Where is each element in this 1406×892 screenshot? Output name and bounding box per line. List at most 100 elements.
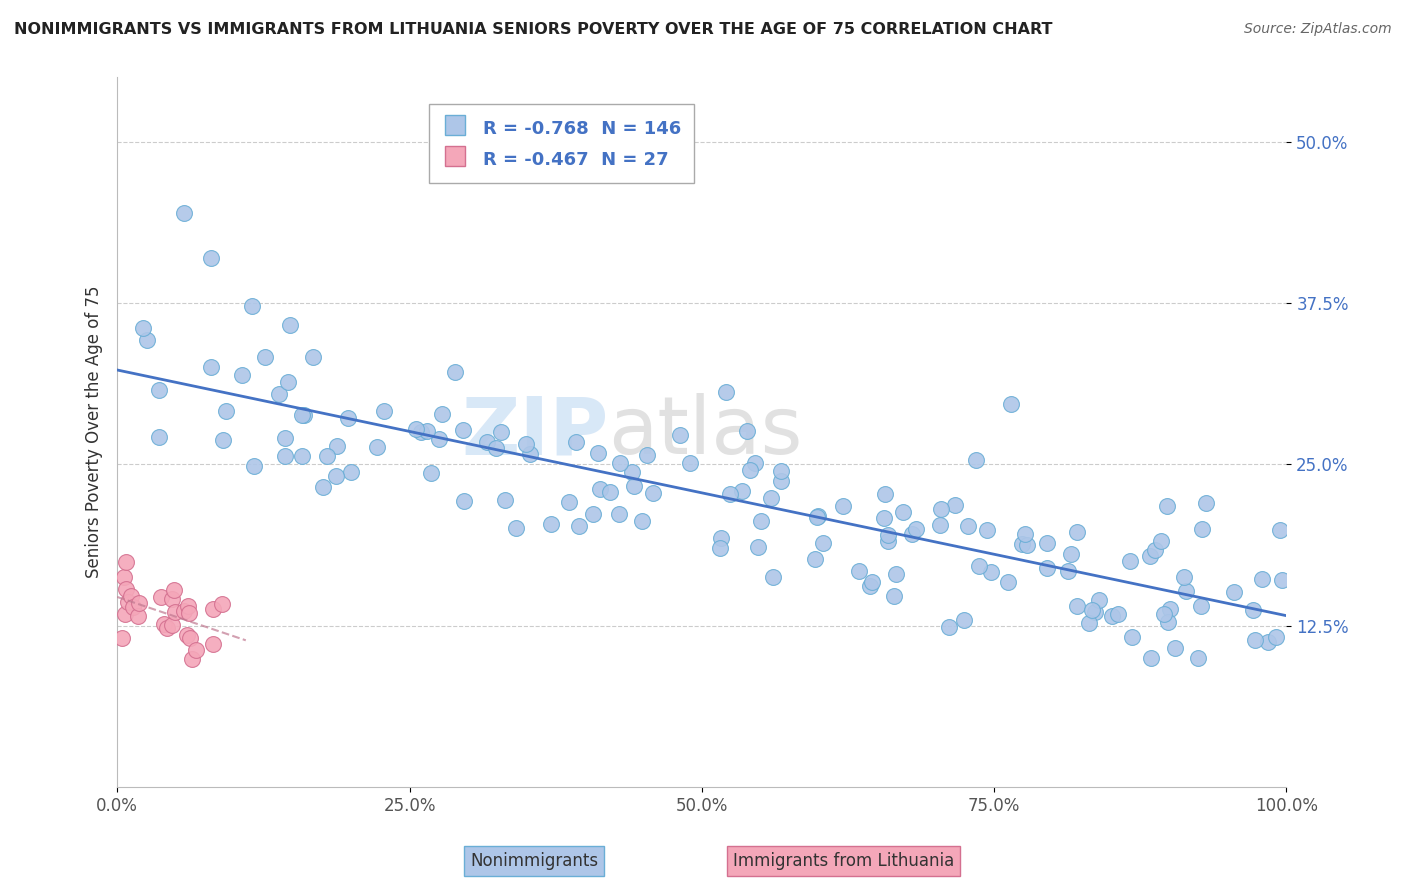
Point — [373, 404, 395, 418]
Point — [1057, 564, 1080, 578]
Point — [339, 465, 361, 479]
Point — [515, 437, 537, 451]
Point — [1189, 599, 1212, 614]
Point — [1257, 635, 1279, 649]
Point — [1164, 641, 1187, 656]
Point — [485, 442, 508, 456]
Point — [156, 622, 179, 636]
Point — [326, 439, 349, 453]
Point — [540, 516, 562, 531]
Point — [1157, 615, 1180, 629]
Point — [875, 487, 897, 501]
Point — [859, 578, 882, 592]
Point — [1107, 607, 1129, 621]
Point — [160, 592, 183, 607]
Point — [1077, 616, 1099, 631]
Point — [1011, 537, 1033, 551]
Point — [1036, 560, 1059, 574]
Point — [274, 449, 297, 463]
Text: Immigrants from Lithuania: Immigrants from Lithuania — [733, 852, 955, 870]
Point — [877, 528, 900, 542]
Point — [429, 432, 451, 446]
Point — [744, 456, 766, 470]
Point — [1153, 607, 1175, 621]
Point — [980, 565, 1002, 579]
Text: NONIMMIGRANTS VS IMMIGRANTS FROM LITHUANIA SENIORS POVERTY OVER THE AGE OF 75 CO: NONIMMIGRANTS VS IMMIGRANTS FROM LITHUAN… — [14, 22, 1053, 37]
Point — [243, 459, 266, 474]
Point — [267, 387, 290, 401]
Point — [1084, 605, 1107, 619]
Point — [120, 589, 142, 603]
Point — [1017, 538, 1039, 552]
Text: Nonimmigrants: Nonimmigrants — [470, 852, 599, 870]
Point — [1101, 609, 1123, 624]
Point — [292, 408, 315, 422]
Point — [641, 486, 664, 500]
Point — [749, 514, 772, 528]
Point — [718, 487, 741, 501]
Point — [669, 428, 692, 442]
Point — [1036, 536, 1059, 550]
Point — [177, 606, 200, 620]
Point — [1268, 523, 1291, 537]
Point — [877, 533, 900, 548]
Point — [114, 555, 136, 569]
Point — [128, 596, 150, 610]
Point — [747, 540, 769, 554]
Point — [291, 449, 314, 463]
Point — [277, 375, 299, 389]
Point — [111, 631, 134, 645]
Point — [770, 464, 793, 478]
Point — [274, 431, 297, 445]
Point — [211, 598, 233, 612]
Point — [738, 463, 761, 477]
Point — [997, 575, 1019, 590]
Point — [761, 491, 783, 505]
Point — [112, 570, 135, 584]
Point — [173, 604, 195, 618]
Y-axis label: Seniors Poverty Over the Age of 75: Seniors Poverty Over the Age of 75 — [86, 286, 103, 578]
Point — [1144, 542, 1167, 557]
Point — [336, 411, 359, 425]
Point — [451, 423, 474, 437]
Point — [710, 531, 733, 545]
Point — [1251, 572, 1274, 586]
Point — [953, 613, 976, 627]
Point — [177, 599, 200, 614]
Point — [969, 559, 991, 574]
Point — [735, 424, 758, 438]
Point — [201, 602, 224, 616]
Point — [714, 385, 737, 400]
Point — [943, 498, 966, 512]
Point — [176, 628, 198, 642]
Text: ZIP: ZIP — [461, 393, 609, 471]
Point — [430, 407, 453, 421]
Point — [148, 430, 170, 444]
Point — [1121, 630, 1143, 644]
Point — [965, 453, 987, 467]
Point — [1173, 570, 1195, 584]
Point — [150, 590, 173, 604]
Point — [607, 507, 630, 521]
Point — [163, 605, 186, 619]
Point — [900, 526, 922, 541]
Point — [976, 523, 998, 537]
Point — [114, 607, 136, 622]
Point — [1060, 547, 1083, 561]
Point — [631, 514, 654, 528]
Point — [938, 620, 960, 634]
Point — [117, 595, 139, 609]
Point — [1223, 584, 1246, 599]
Point — [558, 495, 581, 509]
Point — [599, 485, 621, 500]
Point — [505, 521, 527, 535]
Point — [904, 522, 927, 536]
Point — [1187, 651, 1209, 665]
Point — [929, 517, 952, 532]
Point — [582, 508, 605, 522]
Point — [409, 425, 432, 439]
Point — [1156, 500, 1178, 514]
Point — [891, 504, 914, 518]
Point — [200, 359, 222, 374]
Point — [1140, 651, 1163, 665]
